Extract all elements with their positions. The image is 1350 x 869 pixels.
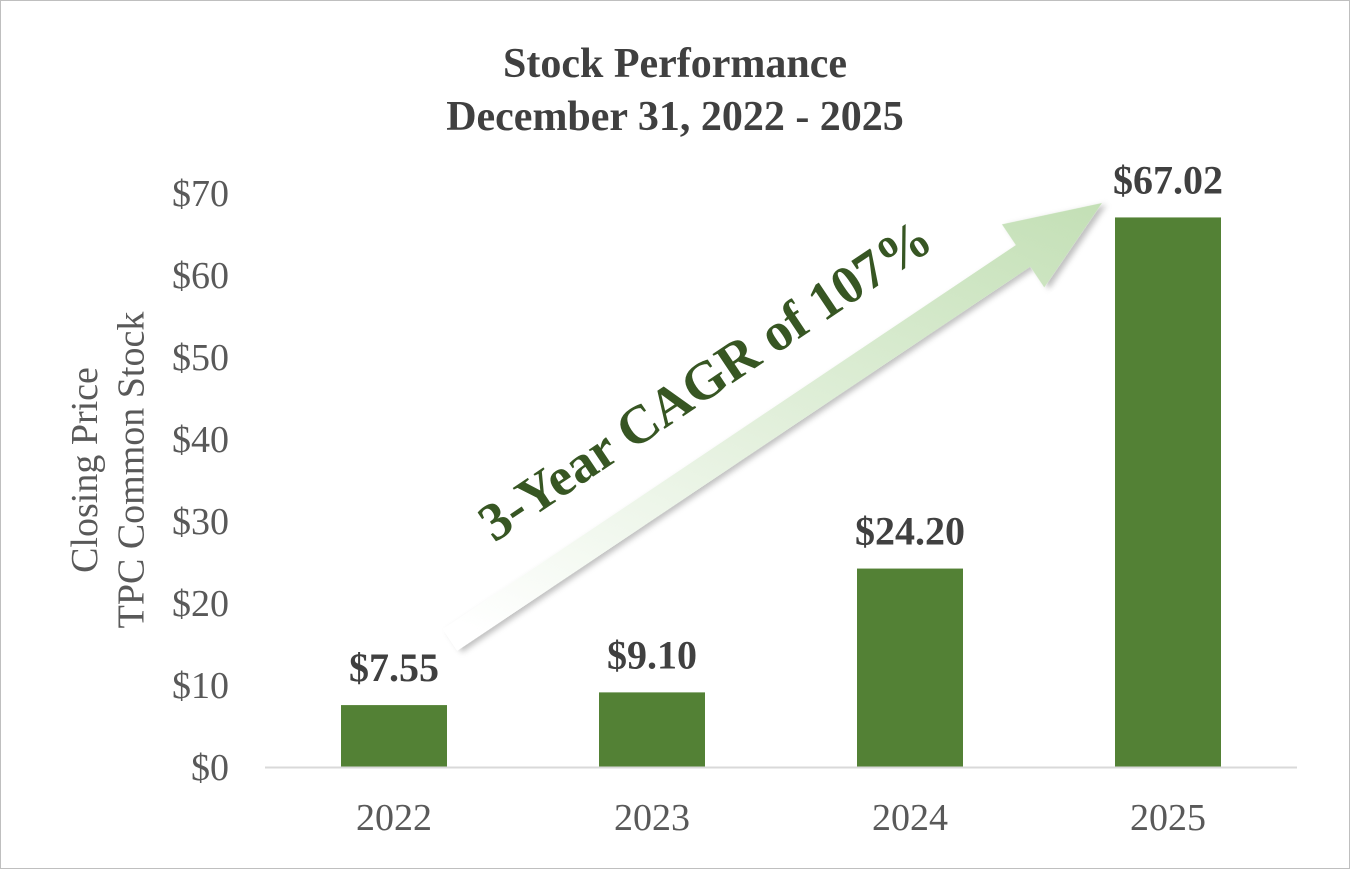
bar-2023 (599, 692, 705, 767)
chart-title-line-1: Stock Performance (502, 41, 848, 87)
cagr-arrow (442, 203, 1103, 651)
bars (341, 217, 1221, 767)
y-tick-label-60: $60 (172, 255, 229, 297)
cagr-annotation: 3-Year CAGR of 107% (442, 203, 1103, 651)
data-label-2023: $9.10 (607, 632, 697, 677)
x-tick-label-2023: 2023 (614, 797, 690, 839)
data-label-2025: $67.02 (1113, 157, 1223, 202)
axes: 2022 2023 2024 2025 $0 $10 $20 $30 $40 $50 $60 $70 (172, 173, 1297, 839)
y-tick-label-70: $70 (172, 173, 229, 215)
y-tick-label-0: $0 (191, 747, 229, 789)
y-tick-label-10: $10 (172, 665, 229, 707)
bar-2024 (857, 568, 963, 767)
chart-title-line-2: December 31, 2022 - 2025 (446, 94, 904, 140)
x-tick-label-2022: 2022 (356, 797, 432, 839)
bar-2025 (1115, 217, 1221, 767)
x-tick-label-2024: 2024 (872, 797, 948, 839)
data-label-2024: $24.20 (855, 509, 965, 554)
y-tick-label-50: $50 (172, 337, 229, 379)
data-label-2022: $7.55 (349, 645, 439, 690)
y-tick-label-40: $40 (172, 419, 229, 461)
y-tick-label-30: $30 (172, 501, 229, 543)
y-tick-label-20: $20 (172, 583, 229, 625)
cagr-annotation-text: 3-Year CAGR of 107% (468, 207, 943, 553)
x-tick-label-2025: 2025 (1130, 797, 1206, 839)
cagr-arrow-group (442, 203, 1103, 651)
labels: $7.55 $9.10 $24.20 $67.02 (349, 157, 1223, 690)
bar-2022 (341, 705, 447, 767)
